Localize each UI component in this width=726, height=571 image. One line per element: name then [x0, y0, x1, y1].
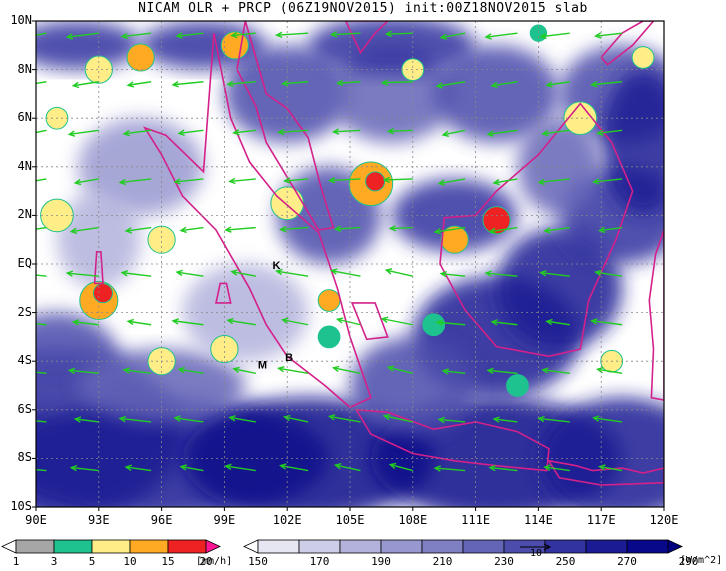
olr-colorbar-label: 230 [494, 555, 514, 568]
lat-label: 10N [10, 13, 32, 27]
precip-colorbar-label: 10 [123, 555, 137, 568]
lat-label: 10S [10, 499, 32, 513]
lon-label: 93E [87, 513, 110, 527]
grid-lines [36, 21, 664, 507]
lon-label: 102E [272, 513, 302, 527]
olr-colorbar-label: 190 [371, 555, 391, 568]
wind-vectors [36, 30, 623, 472]
olr-field [36, 21, 664, 507]
olr-colorbar-label: 270 [617, 555, 637, 568]
precip-colorbar-label: 15 [161, 555, 175, 568]
lon-label: 105E [335, 513, 365, 527]
lon-label: 117E [586, 513, 616, 527]
lat-label: EQ [17, 256, 32, 270]
olr-colorbar-label: 210 [432, 555, 453, 568]
lat-label: 8S [17, 450, 32, 465]
olr-colorbar-label: 170 [309, 555, 330, 568]
olr-colorbar-label: 250 [555, 555, 576, 568]
lat-label: 2S [17, 304, 32, 319]
coastline [547, 459, 664, 486]
coastline [236, 21, 335, 231]
lat-label: 6N [17, 110, 32, 125]
precip-colorbar-label: 5 [88, 555, 96, 568]
figure-title: NICAM OLR + PRCP (06Z19NOV2015) init:00Z… [138, 1, 588, 16]
lon-label: 108E [398, 513, 428, 527]
coastline [215, 282, 232, 304]
olr-colorbar [243, 539, 683, 554]
precip-unit-label: [mm/h] [196, 556, 233, 567]
lat-label: 4N [17, 158, 32, 173]
lon-label: 90E [25, 513, 47, 527]
olr-unit-label: [W/m^2] [680, 555, 723, 566]
precip-colorbar-label: 20 [199, 555, 213, 568]
precip-colorbar-label: 3 [50, 555, 58, 568]
lon-label: 120E [649, 513, 679, 527]
lon-label: 111E [461, 513, 491, 527]
olr-colorbar-label: 150 [248, 555, 268, 568]
precip-colorbar [1, 539, 221, 554]
coastline [354, 408, 550, 472]
station-label-k: K [273, 260, 281, 272]
lat-label: 2N [17, 207, 32, 222]
lon-label: 99E [213, 513, 236, 527]
coastline [350, 302, 389, 341]
station-label-b: B [285, 352, 293, 364]
coastline [344, 21, 389, 55]
lat-label: 6S [17, 401, 32, 416]
precip-colorbar-label: 1 [12, 555, 20, 568]
lat-label: 4S [17, 353, 32, 368]
vector-reference-label: 10 [530, 548, 543, 559]
lon-label: 114E [523, 513, 553, 527]
coastline [648, 229, 664, 401]
olr-colorbar-label: 290 [678, 555, 699, 568]
lat-label: 8N [17, 61, 32, 76]
coastline [143, 32, 372, 409]
station-label-m: M [258, 359, 267, 371]
coastline [93, 251, 104, 285]
lon-label: 96E [150, 513, 173, 527]
